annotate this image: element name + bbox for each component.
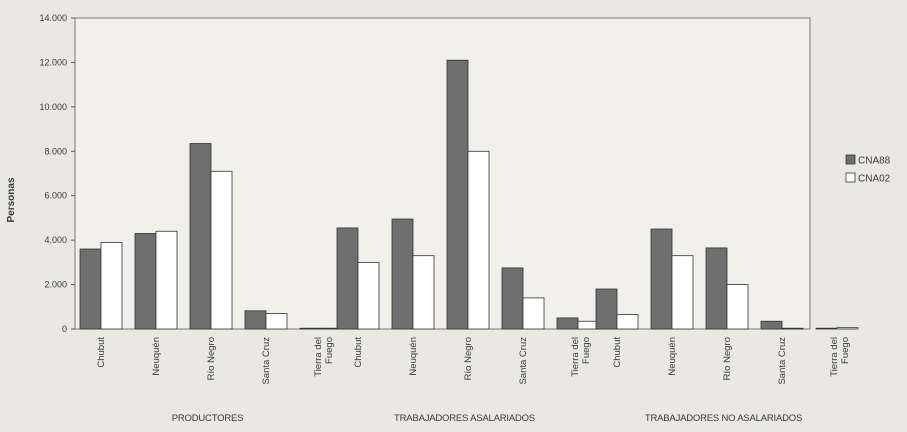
bar-cna02 — [210, 170, 233, 330]
bar-cna88 — [595, 288, 618, 330]
legend-swatch-cna02 — [845, 172, 856, 183]
x-category-label: Tierra delFuego — [570, 337, 592, 377]
group-label: TRABAJADORES ASALARIADOS — [394, 413, 535, 424]
x-category-label: Santa Cruz — [518, 337, 529, 385]
bar-cna02 — [412, 255, 435, 330]
group-label: PRODUCTORES — [172, 413, 244, 424]
y-tick-label: 4.000 — [44, 235, 67, 245]
x-category-label: Chubut — [96, 337, 107, 368]
legend-label-cna88: CNA88 — [858, 156, 891, 167]
bar-cna02 — [467, 150, 490, 330]
y-tick-label: 8.000 — [44, 146, 67, 156]
x-category-label: Chubut — [612, 337, 623, 368]
bar-cna02 — [522, 297, 545, 330]
bar-cna02 — [357, 261, 380, 330]
bar-cna02 — [616, 314, 639, 330]
bar-cna02 — [671, 255, 694, 330]
y-axis-label: Personas — [6, 177, 17, 222]
x-category-label: Neuquén — [667, 337, 678, 376]
x-category-label: Tierra delFuego — [829, 337, 851, 377]
bar-cna88 — [501, 267, 524, 330]
bar-cna02 — [726, 284, 749, 330]
bar-cna88 — [556, 317, 579, 330]
x-category-label: Río Negro — [463, 337, 474, 380]
bar-cna02 — [781, 327, 804, 330]
y-tick-label: 12.000 — [39, 57, 67, 67]
x-category-label: Santa Cruz — [261, 337, 272, 385]
x-category-label: Río Negro — [722, 337, 733, 380]
x-category-label: Río Negro — [206, 337, 217, 380]
bar-cna88 — [244, 310, 267, 330]
bar-cna02 — [265, 313, 288, 330]
bar-cna88 — [79, 248, 102, 330]
bar-cna88 — [299, 327, 322, 330]
bar-cna88 — [391, 218, 414, 330]
bar-cna88 — [815, 327, 838, 330]
plot-area — [74, 17, 811, 330]
bar-cna02 — [100, 241, 123, 330]
bar-cna88 — [189, 143, 212, 330]
bar-cna88 — [336, 227, 359, 330]
legend-swatch-cna88 — [845, 154, 856, 165]
bar-cna02 — [155, 230, 178, 330]
y-tick-label: 10.000 — [39, 102, 67, 112]
y-tick-label: 2.000 — [44, 280, 67, 290]
bar-cna88 — [760, 320, 783, 330]
bar-cna88 — [705, 247, 728, 330]
x-category-label: Santa Cruz — [777, 337, 788, 385]
legend-label-cna02: CNA02 — [858, 174, 891, 185]
x-category-label: Chubut — [353, 337, 364, 368]
group-label: TRABAJADORES NO ASALARIADOS — [645, 413, 802, 424]
bars-layer — [79, 59, 859, 330]
y-tick-label: 0 — [62, 324, 67, 334]
bar-cna02 — [836, 327, 859, 330]
bar-cna88 — [446, 59, 469, 330]
bar-cna88 — [650, 228, 673, 330]
axis-layer: 0 2.000 4.000 6.000 8.000 10.000 12.000 14.000 C… — [39, 13, 851, 424]
bar-cna88 — [134, 233, 157, 330]
y-tick-label: 6.000 — [44, 191, 67, 201]
x-category-label: Tierra delFuego — [313, 337, 335, 377]
x-category-label: Neuquén — [408, 337, 419, 376]
legend: CNA88 CNA02 — [845, 154, 891, 185]
y-tick-label: 14.000 — [39, 13, 67, 23]
x-category-label: Neuquén — [151, 337, 162, 376]
